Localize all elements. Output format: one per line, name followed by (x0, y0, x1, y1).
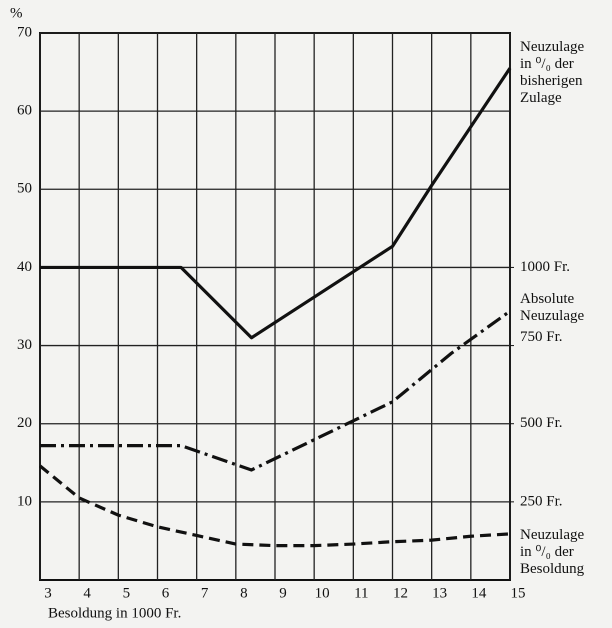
x-tick-label: 10 (315, 585, 330, 601)
x-tick-label: 6 (162, 585, 170, 601)
y-tick-label: 20 (17, 415, 32, 431)
line-series (40, 309, 511, 472)
y-tick-label: 30 (17, 337, 32, 353)
x-tick-label: 5 (123, 585, 131, 601)
legend-label: Absolute Neuzulage (520, 291, 584, 324)
y2-tick-label: 500 Fr. (520, 415, 563, 431)
y2-tick-label: 1000 Fr. (520, 259, 570, 275)
x-tick-label: 15 (511, 585, 526, 601)
y2-tick-label: 750 Fr. (520, 329, 563, 345)
x-tick-label: 7 (201, 585, 209, 601)
legend-label: Neuzulage in ⁰/₀ der Besoldung (520, 527, 585, 577)
y-tick-label: 10 (17, 493, 32, 509)
x-tick-label: 3 (44, 585, 52, 601)
y-tick-label: 60 (17, 103, 32, 119)
x-tick-label: 13 (432, 585, 447, 601)
x-tick-label: 9 (279, 585, 287, 601)
y-tick-label: 70 (17, 24, 32, 40)
legend-label: Neuzulage in ⁰/₀ der bisherigen Zulage (520, 39, 584, 106)
y2-tick-label: 250 Fr. (520, 493, 563, 509)
y-tick-label: 40 (17, 259, 32, 275)
y-tick-label: 50 (17, 181, 32, 197)
y-axis-label: % (10, 5, 23, 21)
x-tick-label: 11 (354, 585, 368, 601)
line-series (38, 464, 511, 548)
line-series (40, 67, 512, 340)
x-tick-label: 8 (240, 585, 248, 601)
x-tick-label: 4 (83, 585, 91, 601)
x-tick-label: 12 (393, 585, 408, 601)
x-tick-label: 14 (471, 585, 487, 601)
x-axis-label: Besoldung in 1000 Fr. (48, 605, 181, 621)
